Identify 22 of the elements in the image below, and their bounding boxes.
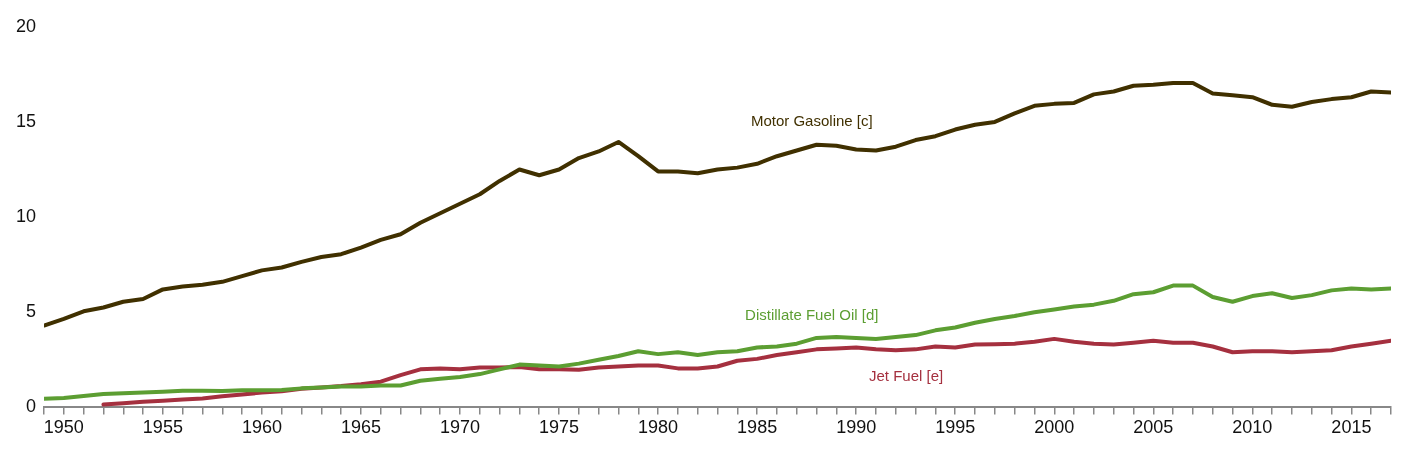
- x-tick-label: 1990: [836, 417, 877, 438]
- x-tick-label: 1985: [737, 417, 778, 438]
- x-tick-label: 1955: [142, 417, 183, 438]
- series-label: Distillate Fuel Oil [d]: [745, 306, 879, 324]
- x-tick-label: 1950: [43, 417, 84, 438]
- x-tick-label: 1960: [241, 417, 282, 438]
- x-tick-label: 2000: [1034, 417, 1075, 438]
- y-tick-label: 20: [15, 15, 37, 36]
- x-tick-label: 1980: [638, 417, 679, 438]
- x-tick-label: 1970: [439, 417, 481, 438]
- series-label: Jet Fuel [e]: [868, 367, 944, 385]
- y-tick-label: 0: [26, 396, 37, 417]
- x-tick-label: 1975: [539, 417, 580, 438]
- x-tick-label: 2010: [1232, 417, 1273, 438]
- y-tick-label: 5: [26, 301, 37, 322]
- y-tick-label: 10: [15, 206, 37, 227]
- x-tick-label: 2005: [1133, 417, 1174, 438]
- series-label: Motor Gasoline [c]: [750, 112, 873, 130]
- x-tick-label: 1995: [935, 417, 976, 438]
- x-tick-label: 1965: [340, 417, 381, 438]
- y-tick-label: 15: [15, 110, 37, 131]
- x-tick-label: 2015: [1331, 417, 1372, 438]
